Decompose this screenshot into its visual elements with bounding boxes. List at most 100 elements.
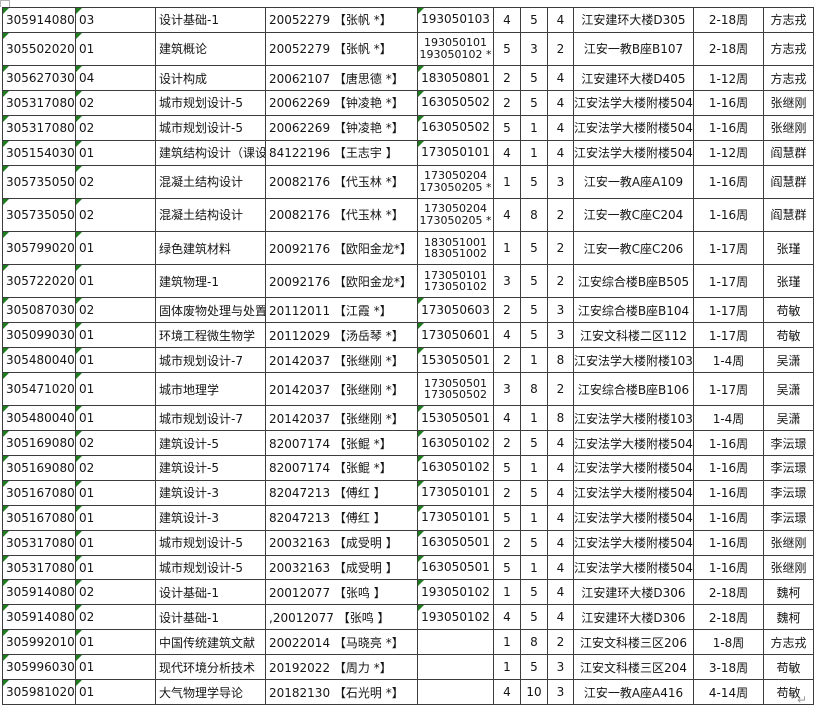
day-of-week-cell[interactable]: 1 [493, 629, 521, 656]
teacher-id-cell[interactable]: ,20012077 【张鸣 】 [265, 604, 418, 631]
location-cell[interactable]: 江安一教C座C206 [573, 231, 694, 266]
teacher-id-cell[interactable]: 20062269 【钟凌艳 *】 [265, 114, 418, 141]
day-of-week-cell[interactable]: 5 [493, 31, 521, 67]
location-cell[interactable]: 江安文科楼二区112 [573, 322, 694, 349]
course-name-cell[interactable]: 城市规划设计-7 [155, 347, 266, 374]
day-of-week-cell[interactable]: 3 [493, 264, 521, 299]
weeks-cell[interactable]: 1-4周 [693, 347, 764, 374]
teacher-id-cell[interactable]: 82007174 【张鲲 *】 [265, 455, 418, 481]
location-cell[interactable]: 江安建环大楼D305 [573, 7, 694, 33]
class-no-cell[interactable]: 01 [75, 264, 156, 299]
start-period-cell[interactable]: 1 [520, 405, 548, 432]
location-cell[interactable]: 江安法学大楼附楼5046 [573, 89, 694, 116]
period-count-cell[interactable]: 2 [547, 372, 574, 407]
teacher-id-cell[interactable]: 84122196 【王志宇 】 [265, 139, 418, 166]
period-count-cell[interactable]: 2 [547, 31, 574, 67]
period-count-cell[interactable]: 4 [547, 554, 574, 581]
course-name-cell[interactable]: 城市规划设计-5 [155, 89, 266, 116]
teacher-id-cell[interactable]: 20112029 【汤岳琴 *】 [265, 322, 418, 349]
teacher-id-cell[interactable]: 20032163 【成受明 】 [265, 554, 418, 581]
location-cell[interactable]: 江安一教B座B107 [573, 31, 694, 67]
class-no-cell[interactable]: 04 [75, 65, 156, 91]
weeks-cell[interactable]: 1-16周 [693, 89, 764, 116]
teacher-name-cell[interactable]: 吴潇 [763, 405, 814, 432]
course-name-cell[interactable]: 建筑设计-5 [155, 455, 266, 481]
weeks-cell[interactable]: 2-18周 [693, 604, 764, 631]
student-class-cell[interactable]: 193050102 [417, 604, 494, 631]
teacher-name-cell[interactable]: 阎慧群 [763, 164, 814, 199]
weeks-cell[interactable]: 2-18周 [693, 7, 764, 33]
weeks-cell[interactable]: 1-8周 [693, 629, 764, 656]
course-name-cell[interactable]: 建筑物理-1 [155, 264, 266, 299]
weeks-cell[interactable]: 1-17周 [693, 231, 764, 266]
course-name-cell[interactable]: 建筑概论 [155, 31, 266, 67]
course-code-cell[interactable]: 305981020 [2, 679, 76, 705]
course-code-cell[interactable]: 305154030 [2, 139, 76, 166]
student-class-cell[interactable]: 173050601 [417, 322, 494, 349]
teacher-id-cell[interactable]: 20082176 【代玉林 *】 [265, 197, 418, 233]
class-no-cell[interactable]: 01 [75, 654, 156, 681]
period-count-cell[interactable]: 4 [547, 479, 574, 506]
class-no-cell[interactable]: 01 [75, 231, 156, 266]
course-name-cell[interactable]: 建筑设计-5 [155, 430, 266, 457]
period-count-cell[interactable]: 4 [547, 529, 574, 556]
start-period-cell[interactable]: 5 [520, 65, 548, 91]
start-period-cell[interactable]: 5 [520, 430, 548, 457]
start-period-cell[interactable]: 1 [520, 455, 548, 481]
teacher-name-cell[interactable]: 方志戎 [763, 65, 814, 91]
teacher-name-cell[interactable]: 魏柯 [763, 579, 814, 606]
course-code-cell[interactable]: 305722020 [2, 264, 76, 299]
teacher-name-cell[interactable]: 张继刚 [763, 114, 814, 141]
course-code-cell[interactable]: 305317080 [2, 114, 76, 141]
period-count-cell[interactable]: 3 [547, 654, 574, 681]
student-class-cell[interactable]: 183051001 183051002 [417, 231, 494, 266]
start-period-cell[interactable]: 1 [520, 139, 548, 166]
day-of-week-cell[interactable]: 2 [493, 89, 521, 116]
day-of-week-cell[interactable]: 4 [493, 604, 521, 631]
location-cell[interactable]: 江安法学大楼附楼1030-1 [573, 347, 694, 374]
teacher-name-cell[interactable]: 李沄璟 [763, 430, 814, 457]
teacher-id-cell[interactable]: 20192022 【周力 *】 [265, 654, 418, 681]
class-no-cell[interactable]: 01 [75, 322, 156, 349]
weeks-cell[interactable]: 1-17周 [693, 372, 764, 407]
location-cell[interactable]: 江安文科楼三区204 [573, 654, 694, 681]
location-cell[interactable]: 江安法学大楼附楼5049 [573, 455, 694, 481]
teacher-name-cell[interactable]: 苟敏 [763, 297, 814, 324]
start-period-cell[interactable]: 5 [520, 322, 548, 349]
start-period-cell[interactable]: 1 [520, 554, 548, 581]
period-count-cell[interactable]: 3 [547, 297, 574, 324]
teacher-id-cell[interactable]: 20112011 【江霞 *】 [265, 297, 418, 324]
course-name-cell[interactable]: 建筑结构设计（课设） [155, 139, 266, 166]
course-code-cell[interactable]: 305087030 [2, 297, 76, 324]
class-no-cell[interactable]: 02 [75, 114, 156, 141]
start-period-cell[interactable]: 5 [520, 654, 548, 681]
start-period-cell[interactable]: 5 [520, 89, 548, 116]
start-period-cell[interactable]: 10 [520, 679, 548, 705]
student-class-cell[interactable]: 193050101 193050102 * [417, 31, 494, 67]
teacher-name-cell[interactable]: 吴潇 [763, 347, 814, 374]
teacher-name-cell[interactable]: 魏柯 [763, 604, 814, 631]
teacher-id-cell[interactable]: 20092176 【欧阳金龙*】 [265, 264, 418, 299]
teacher-name-cell[interactable]: 吴潇 [763, 372, 814, 407]
start-period-cell[interactable]: 5 [520, 529, 548, 556]
location-cell[interactable]: 江安一教A座A109 [573, 164, 694, 199]
teacher-id-cell[interactable]: 82007174 【张鲲 *】 [265, 430, 418, 457]
weeks-cell[interactable]: 1-12周 [693, 139, 764, 166]
course-name-cell[interactable]: 固体废物处理与处置 [155, 297, 266, 324]
teacher-name-cell[interactable]: 阎慧群 [763, 139, 814, 166]
day-of-week-cell[interactable]: 4 [493, 7, 521, 33]
course-code-cell[interactable]: 305167080 [2, 504, 76, 531]
student-class-cell[interactable]: 163050501 [417, 554, 494, 581]
day-of-week-cell[interactable]: 1 [493, 231, 521, 266]
weeks-cell[interactable]: 1-16周 [693, 554, 764, 581]
student-class-cell[interactable] [417, 629, 494, 656]
student-class-cell[interactable]: 173050101 [417, 504, 494, 531]
teacher-name-cell[interactable]: 阎慧群 [763, 197, 814, 233]
day-of-week-cell[interactable]: 2 [493, 430, 521, 457]
day-of-week-cell[interactable]: 4 [493, 405, 521, 432]
start-period-cell[interactable]: 1 [520, 114, 548, 141]
course-name-cell[interactable]: 城市规划设计-7 [155, 405, 266, 432]
course-code-cell[interactable]: 305735050 [2, 197, 76, 233]
weeks-cell[interactable]: 4-14周 [693, 679, 764, 705]
class-no-cell[interactable]: 02 [75, 579, 156, 606]
